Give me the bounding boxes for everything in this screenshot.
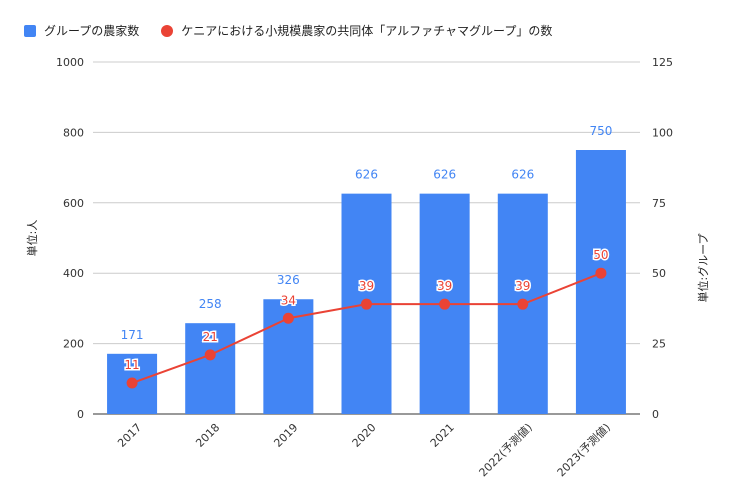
line-point	[361, 298, 372, 310]
bar-data-label: 750	[589, 124, 612, 138]
x-tick-label: 2017	[115, 421, 144, 450]
line-point	[126, 377, 138, 389]
y-right-tick-label: 125	[652, 56, 673, 69]
legend-swatch-bar	[24, 24, 36, 37]
line-data-label: 21	[203, 330, 218, 344]
chart-legend: グループの農家数 ケニアにおける小規模農家の共同体「アルファチャマグループ」の数	[24, 22, 574, 39]
legend-item-farmers[interactable]: グループの農家数	[24, 22, 139, 39]
line-point	[595, 267, 607, 279]
line-point	[282, 312, 294, 324]
x-tick-label: 2022(予測値)	[476, 420, 535, 479]
bar-data-label: 171	[121, 328, 144, 342]
line-point	[517, 298, 529, 310]
line-data-label: 34	[281, 293, 296, 307]
line-data-label: 39	[359, 279, 374, 293]
bar-data-label: 626	[355, 168, 378, 182]
y-left-tick-label: 400	[63, 267, 84, 280]
bar-data-label: 626	[433, 168, 456, 182]
x-tick-label: 2018	[193, 421, 222, 450]
x-tick-label: 2019	[271, 421, 300, 450]
line-point	[439, 298, 451, 310]
y-right-tick-label: 100	[652, 126, 673, 139]
line-data-label: 50	[593, 248, 608, 262]
x-tick-label: 2023(予測値)	[554, 420, 613, 479]
bar-data-label: 326	[277, 273, 300, 287]
y-right-tick-label: 50	[652, 267, 666, 280]
bar-data-label: 258	[199, 297, 222, 311]
y-left-tick-label: 0	[77, 408, 84, 421]
y-left-axis-title: 単位:人	[25, 220, 39, 257]
line-point	[204, 349, 216, 361]
x-tick-label: 2021	[428, 421, 457, 450]
legend-item-groups[interactable]: ケニアにおける小規模農家の共同体「アルファチャマグループ」の数	[161, 22, 552, 39]
y-right-tick-label: 75	[652, 197, 666, 210]
bar	[575, 150, 626, 414]
legend-swatch-line	[161, 24, 174, 37]
y-left-tick-label: 800	[63, 126, 84, 139]
line-data-label: 11	[124, 358, 139, 372]
y-right-tick-label: 0	[652, 408, 659, 421]
line-data-label: 39	[515, 279, 530, 293]
y-right-axis-title: 単位:グループ	[696, 233, 710, 302]
legend-label-groups: ケニアにおける小規模農家の共同体「アルファチャマグループ」の数	[181, 24, 553, 38]
y-left-tick-label: 600	[63, 197, 84, 210]
y-left-tick-label: 200	[63, 338, 84, 351]
legend-label-farmers: グループの農家数	[44, 24, 140, 38]
bar-data-label: 626	[511, 168, 534, 182]
x-tick-label: 2020	[350, 421, 379, 450]
bar	[185, 323, 236, 414]
line-data-label: 39	[437, 279, 452, 293]
y-left-tick-label: 1000	[56, 56, 84, 69]
y-right-tick-label: 25	[652, 338, 666, 351]
